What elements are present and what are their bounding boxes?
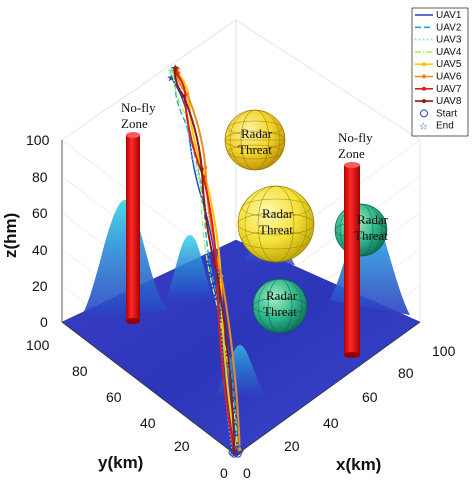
radar-threat-2-label-line2: Threat xyxy=(259,222,293,237)
z-tick-100: 100 xyxy=(26,132,50,148)
legend-label-uav2: UAV2 xyxy=(436,22,462,33)
legend-label-uav4: UAV4 xyxy=(436,47,462,58)
no-fly-zones xyxy=(126,132,360,358)
z-tick-60: 60 xyxy=(32,205,48,221)
uav-8-end: ★ xyxy=(170,62,180,75)
legend-swatch-end: ☆ xyxy=(419,122,428,133)
radar-threat-4-label-line2: Threat xyxy=(263,304,297,319)
radar-threat-4-label-line1: Radar xyxy=(266,288,298,303)
radar-threat-2 xyxy=(237,185,315,263)
radar-threat-3-label-line2: Threat xyxy=(354,228,388,243)
uav-6-marker-2 xyxy=(203,165,208,170)
y-tick-0: 0 xyxy=(220,465,228,481)
legend-marker-uav7 xyxy=(422,86,426,91)
legend-label-uav6: UAV6 xyxy=(436,72,462,83)
grid-line xyxy=(61,139,237,274)
uav-6-marker-1 xyxy=(219,274,224,279)
legend-label-uav3: UAV3 xyxy=(436,35,462,46)
x-tick-0: 0 xyxy=(243,465,251,481)
radar-threat-1-label-line1: Radar xyxy=(241,126,273,141)
x-axis-label: x(km) xyxy=(336,455,381,474)
no-fly-zone-2-label-line2: Zone xyxy=(338,146,365,161)
y-tick-80: 80 xyxy=(72,363,88,379)
y-axis: 100 80 60 40 20 0 y(km) xyxy=(26,321,237,481)
z-axis: 0 20 40 60 80 100 z(hm) xyxy=(1,132,63,330)
uav-1-end: ★ xyxy=(166,72,176,85)
x-tick-80: 80 xyxy=(398,365,414,381)
y-tick-60: 60 xyxy=(106,389,122,405)
legend-entry-uav5: UAV5 xyxy=(415,59,462,70)
uav-8-marker-0 xyxy=(232,449,237,453)
radar-threat-1-label-line2: Threat xyxy=(238,142,272,157)
x-tick-100: 100 xyxy=(432,343,456,359)
uav-7-end: ★ xyxy=(172,68,182,81)
y-axis-label: y(km) xyxy=(98,453,143,472)
legend-label-start: Start xyxy=(436,108,457,119)
uav-6-end: ★ xyxy=(172,63,182,76)
uav-6-marker-0 xyxy=(237,447,242,452)
legend-entry-end: ☆ End xyxy=(419,121,454,133)
x-tick-40: 40 xyxy=(323,415,339,431)
uav-path-4 xyxy=(172,71,239,454)
uav-4-end: ★ xyxy=(168,66,178,79)
radar-threat-2-label-line1: Radar xyxy=(262,206,294,221)
y-tick-40: 40 xyxy=(140,415,156,431)
radar-threat-4 xyxy=(252,278,308,334)
legend-swatch-start xyxy=(420,109,428,118)
uav-8-marker-3 xyxy=(181,94,186,98)
legend-label-uav5: UAV5 xyxy=(436,59,462,70)
legend-entry-uav7: UAV7 xyxy=(415,84,462,95)
legend-entry-uav2: UAV2 xyxy=(415,22,462,33)
z-tick-40: 40 xyxy=(32,242,48,258)
y-tick-100: 100 xyxy=(26,337,50,353)
z-tick-0: 0 xyxy=(40,314,48,330)
no-fly-zone-2-label-line1: No-fly xyxy=(338,130,373,145)
uav-3-end: ★ xyxy=(167,65,177,78)
radar-threat-3-label-line1: Radar xyxy=(357,212,389,227)
legend-entry-start: Start xyxy=(420,108,457,119)
z-tick-80: 80 xyxy=(32,169,48,185)
x-axis: 0 20 40 60 80 100 x(km) xyxy=(235,321,456,481)
z-axis-label: z(hm) xyxy=(1,213,20,258)
legend-entry-uav3: UAV3 xyxy=(415,35,462,46)
legend-entry-uav8: UAV8 xyxy=(415,96,462,107)
legend-marker-uav6 xyxy=(422,74,426,79)
radar-threats xyxy=(224,109,388,334)
legend-label-uav7: UAV7 xyxy=(436,84,462,95)
no-fly-zone-2 xyxy=(344,162,360,358)
annotations: No-fly Zone No-fly Zone Radar Threat Rad… xyxy=(121,100,389,319)
x-tick-20: 20 xyxy=(284,438,300,454)
uav-path-2 xyxy=(174,77,239,452)
no-fly-zone-1 xyxy=(126,132,140,324)
legend-entry-uav4: UAV4 xyxy=(415,47,462,58)
legend-marker-uav5 xyxy=(422,62,426,67)
legend-label-uav8: UAV8 xyxy=(436,96,462,107)
no-fly-zone-1-label-line2: Zone xyxy=(121,116,148,131)
legend-label-end: End xyxy=(436,121,454,132)
legend-label-uav1: UAV1 xyxy=(436,10,462,21)
legend-entry-uav1: UAV1 xyxy=(415,10,462,21)
uav-8-marker-1 xyxy=(216,276,220,280)
uav-8-marker-2 xyxy=(200,167,204,172)
no-fly-zone-1-label-line1: No-fly xyxy=(121,100,156,115)
y-tick-20: 20 xyxy=(174,438,190,454)
uav-8-marker-4 xyxy=(173,66,178,70)
uav-path-8 xyxy=(174,67,236,452)
radar-threat-1 xyxy=(224,109,286,171)
z-tick-20: 20 xyxy=(32,278,48,294)
legend-entry-uav6: UAV6 xyxy=(415,72,462,83)
x-tick-60: 60 xyxy=(362,389,378,405)
legend-marker-uav8 xyxy=(422,99,426,104)
uav-paths: ★★★★★★★★ xyxy=(166,62,244,458)
